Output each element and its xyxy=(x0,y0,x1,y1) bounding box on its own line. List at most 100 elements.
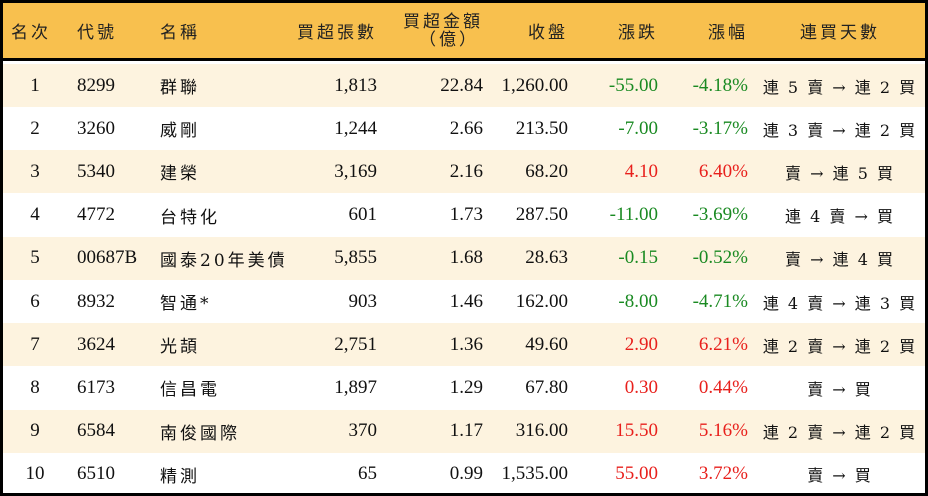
net-buy-amount-cell: 2.66 xyxy=(449,117,483,139)
change-pct-cell: -4.18% xyxy=(692,74,748,96)
change-cell: 0.30 xyxy=(624,376,658,398)
close-cell: 49.60 xyxy=(525,333,568,355)
change-pct-cell: 0.44% xyxy=(698,376,748,398)
header-net-buy-volume: 買超張數 xyxy=(297,23,377,43)
code-cell: 5340 xyxy=(77,160,115,182)
name-cell: 精測 xyxy=(160,466,200,487)
net-buy-amount-cell: 1.17 xyxy=(449,420,483,442)
net-buy-volume-cell: 3,169 xyxy=(334,160,377,182)
table-row[interactable]: 10 6510 精測 65 0.99 1,535.00 55.00 3.72% 賣 → 買 xyxy=(3,453,925,496)
change-pct-cell: 3.72% xyxy=(698,463,748,485)
net-buy-amount-cell: 1.46 xyxy=(449,290,483,312)
net-buy-amount-cell: 1.36 xyxy=(449,333,483,355)
change-cell: -0.15 xyxy=(618,247,658,269)
close-cell: 213.50 xyxy=(515,117,568,139)
streak-cell: 賣 → 連 5 買 xyxy=(785,163,895,183)
net-buy-amount-cell: 1.29 xyxy=(449,376,483,398)
header-rank: 名次 xyxy=(11,23,51,43)
name-cell: 國泰20年美債 xyxy=(160,250,288,271)
name-cell: 信昌電 xyxy=(160,380,220,401)
streak-cell: 連 4 賣 → 連 3 買 xyxy=(762,293,918,313)
table-row[interactable]: 2 3260 威剛 1,244 2.66 213.50 -7.00 -3.17% 連 3 賣 →… xyxy=(3,107,925,150)
net-buy-volume-cell: 601 xyxy=(348,204,378,226)
net-buy-amount-cell: 1.68 xyxy=(449,247,483,269)
streak-cell: 連 3 賣 → 連 2 買 xyxy=(762,120,918,140)
change-pct-cell: -0.52% xyxy=(692,247,748,269)
code-cell: 3260 xyxy=(77,117,115,139)
net-buy-amount-cell: 2.16 xyxy=(449,160,483,182)
close-cell: 68.20 xyxy=(525,160,568,182)
net-buy-amount-cell: 1.73 xyxy=(449,204,483,226)
change-cell: -55.00 xyxy=(608,74,658,96)
header-change-pct: 漲幅 xyxy=(708,23,748,43)
rank-cell: 9 xyxy=(30,420,40,442)
change-pct-cell: 6.40% xyxy=(698,160,748,182)
change-pct-cell: 5.16% xyxy=(698,420,748,442)
rank-cell: 2 xyxy=(30,117,40,139)
close-cell: 162.00 xyxy=(515,290,568,312)
net-buy-amount-cell: 0.99 xyxy=(449,463,483,485)
code-cell: 8932 xyxy=(77,290,115,312)
rank-cell: 5 xyxy=(30,247,40,269)
name-cell: 群聯 xyxy=(160,78,200,98)
net-buy-volume-cell: 1,244 xyxy=(334,117,377,139)
close-cell: 316.00 xyxy=(515,420,568,442)
rank-cell: 3 xyxy=(30,160,40,182)
net-buy-volume-cell: 65 xyxy=(358,463,377,485)
net-buy-volume-cell: 1,813 xyxy=(334,74,377,96)
table-row[interactable]: 5 00687B 國泰20年美債 5,855 1.68 28.63 -0.15 -0.52% 賣… xyxy=(3,236,925,280)
change-cell: 55.00 xyxy=(615,463,658,485)
code-cell: 00687B xyxy=(77,247,138,269)
change-cell: -7.00 xyxy=(618,117,658,139)
table-row[interactable]: 1 8299 群聯 1,813 22.84 1,260.00 -55.00 -4.18% 連 5… xyxy=(3,64,925,107)
change-pct-cell: -3.69% xyxy=(692,204,748,226)
header-close: 收盤 xyxy=(528,23,568,43)
streak-cell: 賣 → 連 4 買 xyxy=(785,250,895,270)
name-cell: 智通* xyxy=(160,294,212,314)
header-net-buy-amount-line1: 買超金額 xyxy=(403,11,483,32)
table-header: 名次 代號 名稱 買超張數 買超金額 （億） 收盤 漲跌 漲幅 連買天數 xyxy=(3,3,925,61)
change-pct-cell: 6.21% xyxy=(698,333,748,355)
net-buy-volume-cell: 1,897 xyxy=(334,376,377,398)
change-pct-cell: -4.71% xyxy=(692,290,748,312)
table-row[interactable]: 8 6173 信昌電 1,897 1.29 67.80 0.30 0.44% 賣 → 買 xyxy=(3,366,925,409)
change-cell: -8.00 xyxy=(618,290,658,312)
name-cell: 建榮 xyxy=(160,164,200,185)
header-name: 名稱 xyxy=(160,23,200,43)
rank-cell: 8 xyxy=(30,376,40,398)
change-cell: 4.10 xyxy=(624,160,658,182)
code-cell: 6173 xyxy=(77,376,115,398)
table-row[interactable]: 9 6584 南俊國際 370 1.17 316.00 15.50 5.16% 連 2 賣 → … xyxy=(3,409,925,453)
change-cell: -11.00 xyxy=(609,204,658,226)
close-cell: 67.80 xyxy=(525,376,568,398)
name-cell: 台特化 xyxy=(160,207,220,228)
change-cell: 15.50 xyxy=(615,420,658,442)
close-cell: 28.63 xyxy=(525,247,568,269)
header-net-buy-amount-line2: （億） xyxy=(419,29,479,50)
code-cell: 6584 xyxy=(77,420,115,442)
table-row[interactable]: 3 5340 建榮 3,169 2.16 68.20 4.10 6.40% 賣 → 連 5 買 xyxy=(3,150,925,194)
close-cell: 1,260.00 xyxy=(501,74,569,96)
net-buy-amount-cell: 22.84 xyxy=(440,74,483,96)
code-cell: 8299 xyxy=(77,74,115,96)
table-row[interactable]: 7 3624 光頡 2,751 1.36 49.60 2.90 6.21% 連 2 賣 → 連 … xyxy=(3,323,925,367)
streak-cell: 賣 → 買 xyxy=(807,379,873,399)
code-cell: 6510 xyxy=(77,463,115,485)
streak-cell: 連 2 賣 → 連 2 買 xyxy=(762,423,918,443)
close-cell: 287.50 xyxy=(515,204,568,226)
streak-cell: 賣 → 買 xyxy=(807,466,873,486)
table-row[interactable]: 6 8932 智通* 903 1.46 162.00 -8.00 -4.71% 連 4 賣 → … xyxy=(3,280,925,323)
header-net-buy-amount: 買超金額 （億） xyxy=(383,3,483,58)
rank-cell: 7 xyxy=(30,333,40,355)
rank-cell: 4 xyxy=(30,204,40,226)
rank-cell: 1 xyxy=(30,74,40,96)
rank-cell: 6 xyxy=(30,290,40,312)
net-buy-volume-cell: 5,855 xyxy=(334,247,377,269)
name-cell: 光頡 xyxy=(160,337,200,358)
streak-cell: 連 5 賣 → 連 2 買 xyxy=(762,77,918,97)
header-code: 代號 xyxy=(77,23,117,43)
streak-cell: 連 2 賣 → 連 2 買 xyxy=(762,336,918,356)
net-buy-volume-cell: 2,751 xyxy=(334,333,377,355)
table-row[interactable]: 4 4772 台特化 601 1.73 287.50 -11.00 -3.69% 連 4 賣 →… xyxy=(3,194,925,237)
